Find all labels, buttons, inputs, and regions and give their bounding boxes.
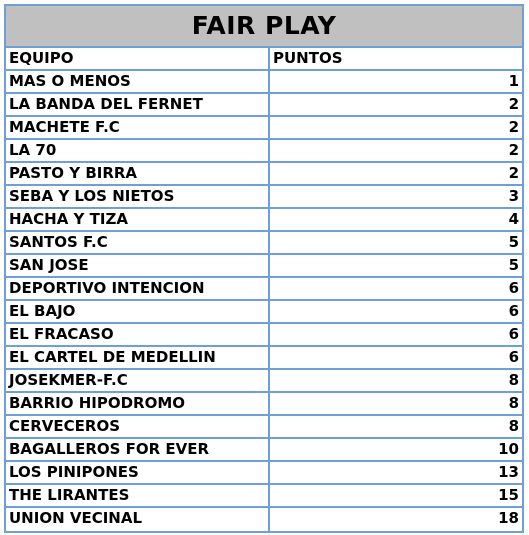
table-row: SANTOS F.C 5 — [6, 232, 522, 255]
points-cell: 2 — [508, 164, 519, 182]
team-name-cell: EL FRACASO — [6, 324, 270, 345]
team-name-cell: MAS O MENOS — [6, 71, 270, 92]
table-row: MACHETE F.C 2 — [6, 117, 522, 140]
table-row: BAGALLEROS FOR EVER 10 — [6, 439, 522, 462]
team-name-cell: DEPORTIVO INTENCION — [6, 278, 270, 299]
table-row: THE LIRANTES 15 — [6, 485, 522, 508]
points-cell: 5 — [508, 256, 519, 274]
header-row: EQUIPO PUNTOS — [6, 48, 522, 71]
team-name-cell: JOSEKMER-F.C — [6, 370, 270, 391]
points-cell: 6 — [508, 302, 519, 320]
points-cell: 2 — [508, 118, 519, 136]
points-cell: 1 — [508, 72, 519, 90]
team-name-cell: CERVECEROS — [6, 416, 270, 437]
team-name-cell: PASTO Y BIRRA — [6, 163, 270, 184]
points-cell: 2 — [508, 95, 519, 113]
fair-play-table: FAIR PLAY EQUIPO PUNTOS MAS O MENOS 1 LA B… — [4, 4, 524, 533]
points-cell: 6 — [508, 325, 519, 343]
points-cell: 15 — [498, 486, 519, 504]
points-cell: 6 — [508, 348, 519, 366]
table-row: EL FRACASO 6 — [6, 324, 522, 347]
header-team: EQUIPO — [6, 48, 270, 69]
table-row: DEPORTIVO INTENCION 6 — [6, 278, 522, 301]
table-row: HACHA Y TIZA 4 — [6, 209, 522, 232]
points-cell: 18 — [498, 509, 519, 527]
points-cell: 4 — [508, 210, 519, 228]
header-points: PUNTOS — [273, 49, 343, 67]
table-row: EL BAJO 6 — [6, 301, 522, 324]
team-name-cell: SANTOS F.C — [6, 232, 270, 253]
table-row: PASTO Y BIRRA 2 — [6, 163, 522, 186]
points-cell: 3 — [508, 187, 519, 205]
points-cell: 2 — [508, 141, 519, 159]
team-name-cell: SEBA Y LOS NIETOS — [6, 186, 270, 207]
team-name-cell: SAN JOSE — [6, 255, 270, 276]
table-row: LA 70 2 — [6, 140, 522, 163]
team-name-cell: THE LIRANTES — [6, 485, 270, 506]
table-row: LOS PINIPONES 13 — [6, 462, 522, 485]
team-name-cell: HACHA Y TIZA — [6, 209, 270, 230]
points-cell: 8 — [508, 371, 519, 389]
table-row: SAN JOSE 5 — [6, 255, 522, 278]
team-name-cell: LA 70 — [6, 140, 270, 161]
table-row: MAS O MENOS 1 — [6, 71, 522, 94]
table-row: CERVECEROS 8 — [6, 416, 522, 439]
table-row: BARRIO HIPODROMO 8 — [6, 393, 522, 416]
points-cell: 8 — [508, 417, 519, 435]
table-row: SEBA Y LOS NIETOS 3 — [6, 186, 522, 209]
team-name-cell: MACHETE F.C — [6, 117, 270, 138]
points-cell: 6 — [508, 279, 519, 297]
points-cell: 5 — [508, 233, 519, 251]
team-name-cell: BAGALLEROS FOR EVER — [6, 439, 270, 460]
team-name-cell: LOS PINIPONES — [6, 462, 270, 483]
team-name-cell: LA BANDA DEL FERNET — [6, 94, 270, 115]
table-row: EL CARTEL DE MEDELLIN 6 — [6, 347, 522, 370]
team-name-cell: EL BAJO — [6, 301, 270, 322]
team-name-cell: EL CARTEL DE MEDELLIN — [6, 347, 270, 368]
table-row: UNION VECINAL 18 — [6, 508, 522, 531]
table-row: JOSEKMER-F.C 8 — [6, 370, 522, 393]
table-title: FAIR PLAY — [6, 6, 522, 48]
points-cell: 13 — [498, 463, 519, 481]
table-row: LA BANDA DEL FERNET 2 — [6, 94, 522, 117]
team-name-cell: UNION VECINAL — [6, 508, 270, 531]
points-cell: 8 — [508, 394, 519, 412]
team-name-cell: BARRIO HIPODROMO — [6, 393, 270, 414]
points-cell: 10 — [498, 440, 519, 458]
